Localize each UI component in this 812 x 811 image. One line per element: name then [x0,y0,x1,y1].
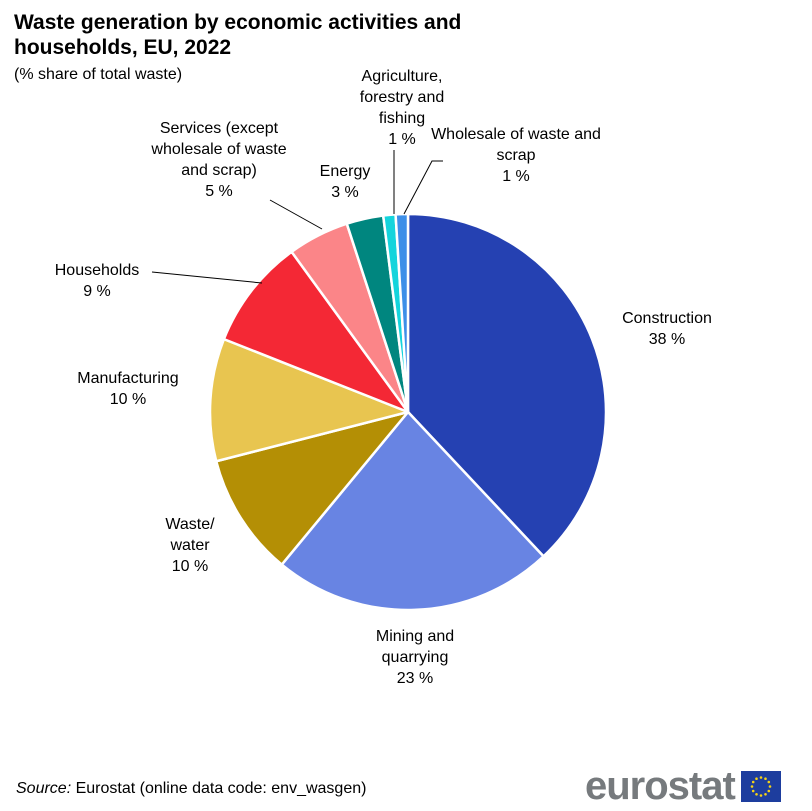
chart-subtitle: (% share of total waste) [14,66,183,83]
label-mining: Mining and quarrying 23 % [375,628,455,687]
eu-flag-icon [740,770,781,802]
flag-star [764,776,767,780]
flag-star [768,784,772,788]
flag-star [759,775,763,779]
flag-star [751,789,755,792]
pie-slice-mining-and-quarrying [280,410,545,612]
pie-slice-construction [406,212,608,558]
pie-slice-wholesale-of-waste-and-scrap [394,212,410,414]
flag-star [750,784,754,788]
label-waste-water: Waste/ water 10 % [165,516,215,575]
label-energy: Energy 3 % [319,163,371,201]
flag-star [767,780,770,783]
logo-text: eurostat [585,764,736,808]
pie-slice-households [222,250,410,414]
label-manufacturing: Manufacturing 10 % [77,370,179,408]
label-agriculture: Agriculture, forestry and fishing 1 % [359,68,445,148]
source-label: Source: [16,780,72,797]
flag-star [755,792,758,796]
flag-star [767,789,770,792]
leader-line-households [151,271,263,284]
flag-star [755,776,758,780]
chart-title: Waste generation by economic activities … [14,11,462,59]
label-construction: Construction 38 % [622,310,712,348]
flag-star [759,793,763,797]
source-text: Eurostat (online data code: env_wasgen) [71,780,367,797]
eurostat-logo: eurostat [585,766,781,806]
label-services: Services (except wholesale of waste and … [151,120,287,200]
source-note: Source: Eurostat (online data code: env_… [16,780,366,798]
flag-star [751,780,755,783]
label-households: Households 9 % [54,262,140,300]
label-wholesale: Wholesale of waste and scrap 1 % [431,126,601,185]
leader-line-wholesale [403,160,443,215]
flag-star [764,792,767,796]
leader-line-services [269,199,323,230]
pie-slice-manufacturing [208,337,410,463]
